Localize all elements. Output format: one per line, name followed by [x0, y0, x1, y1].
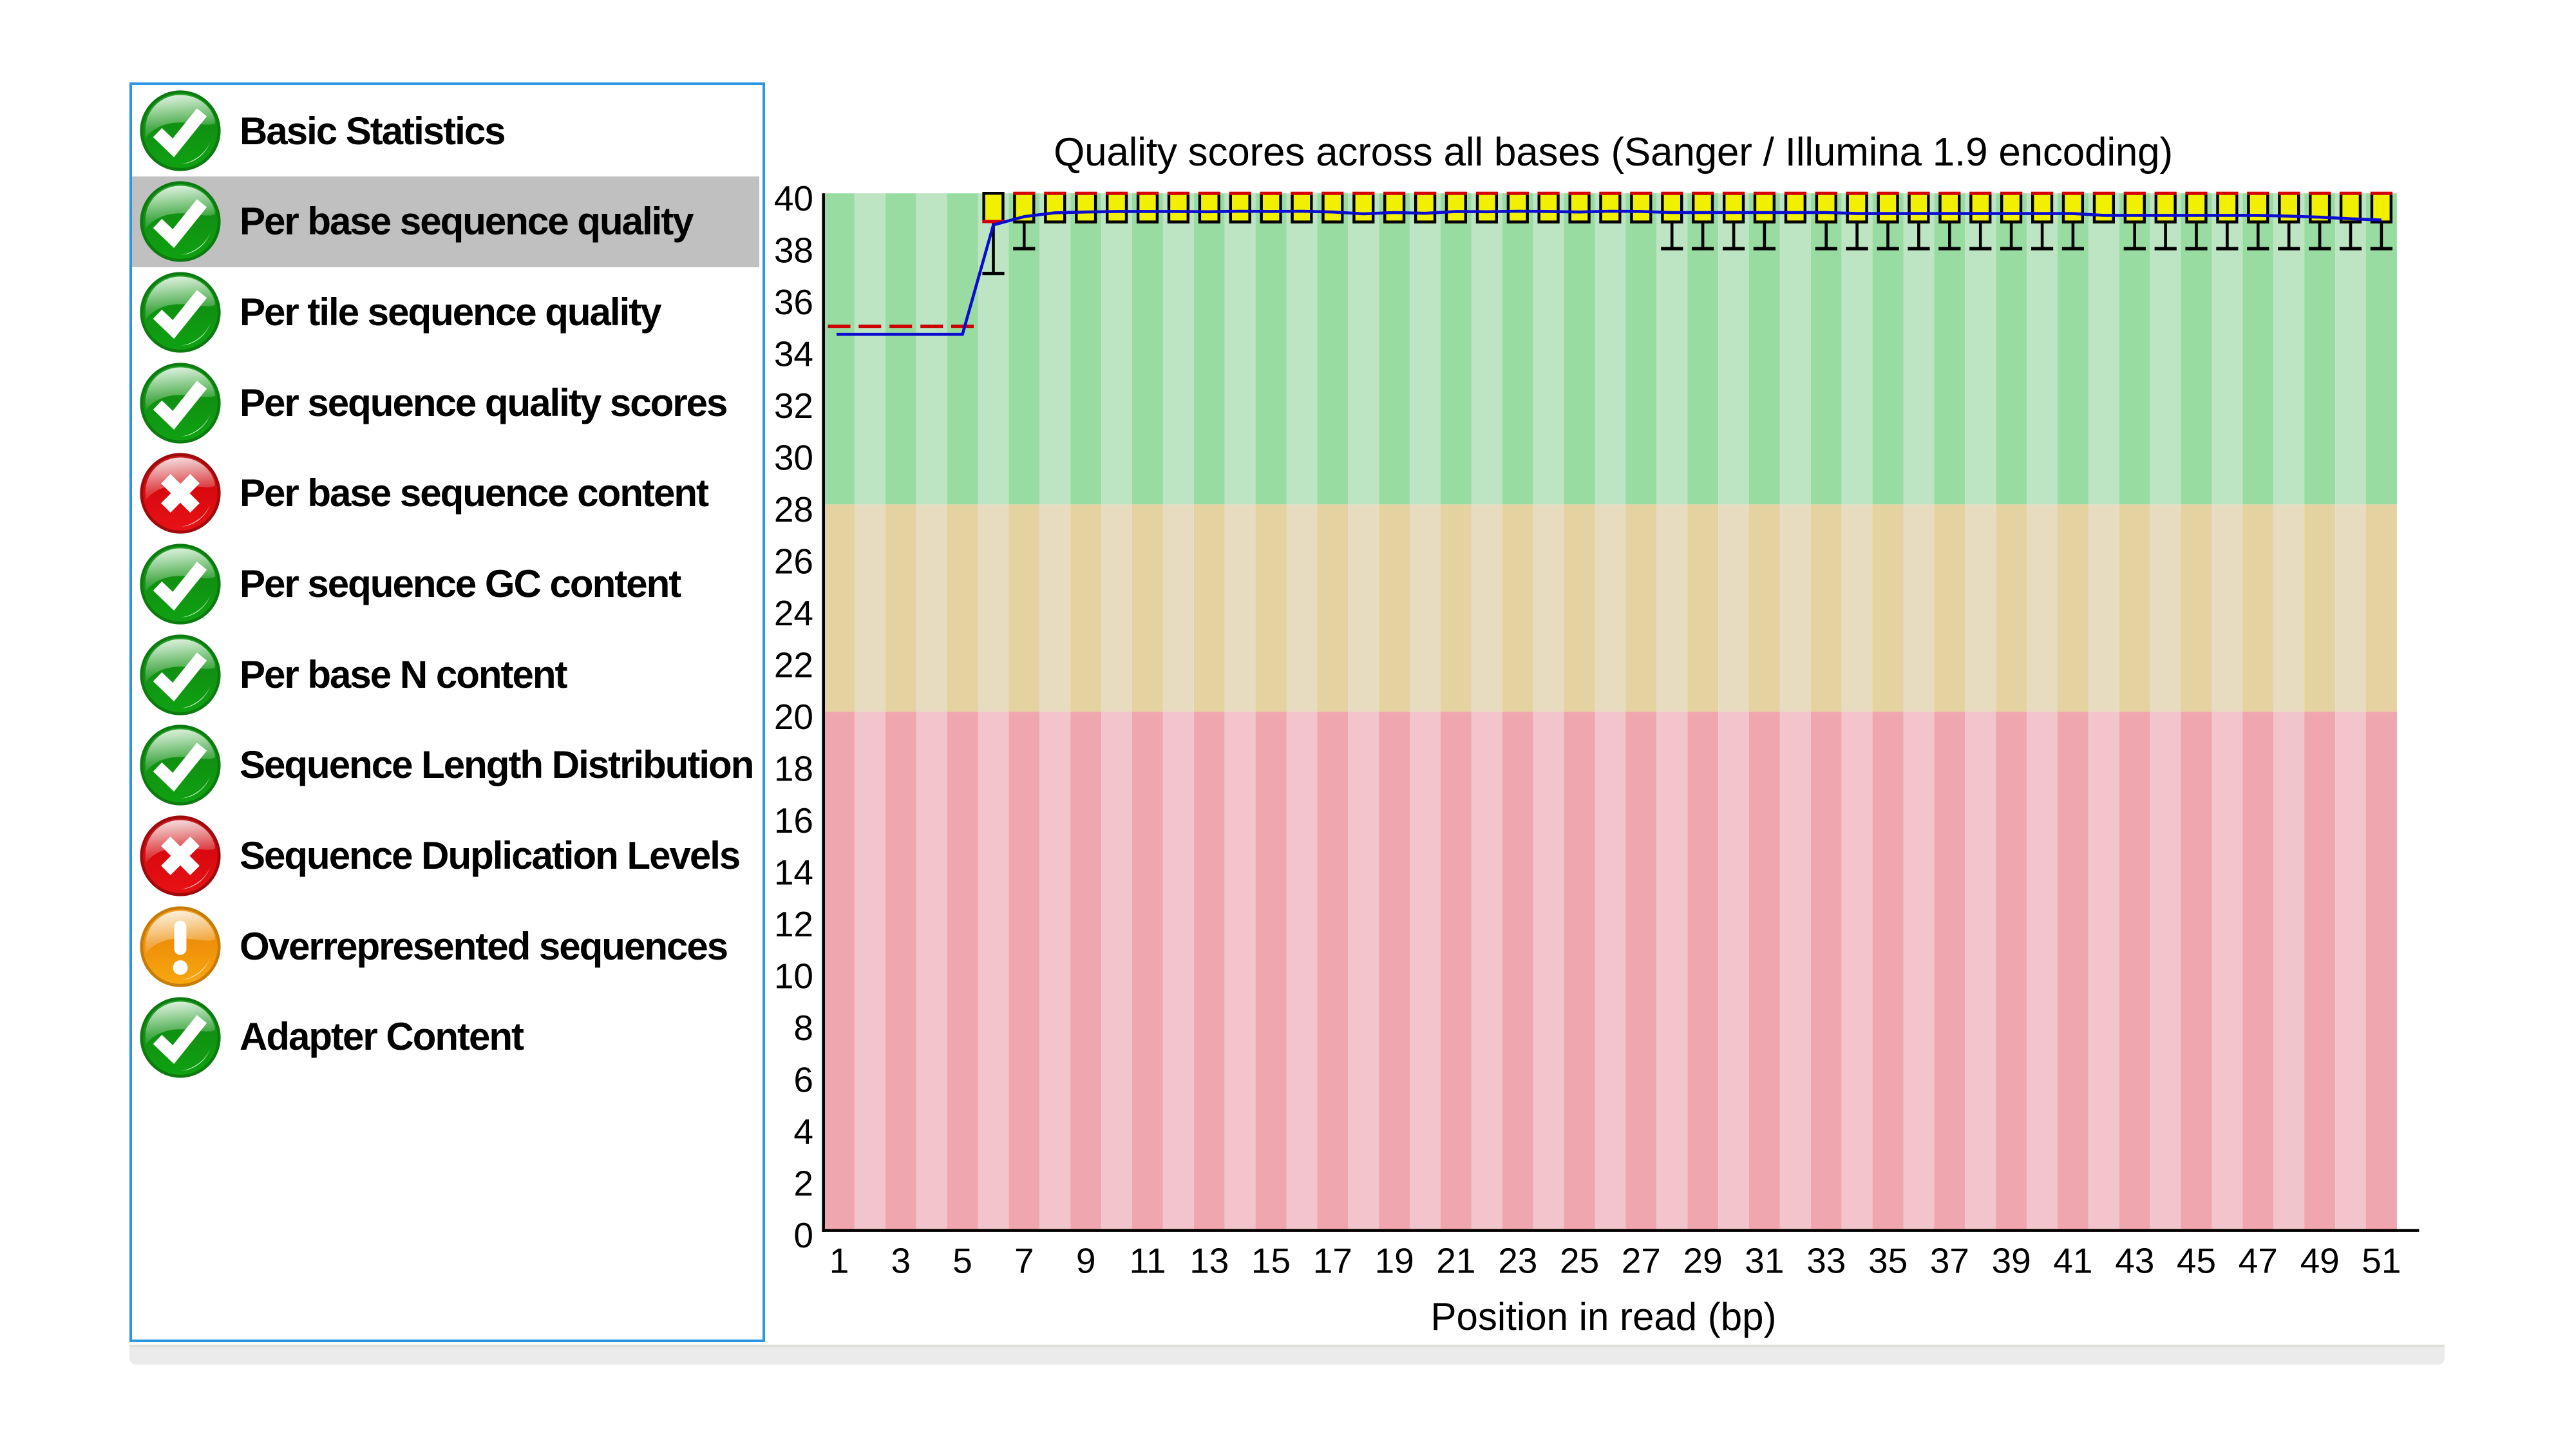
- svg-text:11: 11: [1129, 1241, 1166, 1281]
- svg-text:34: 34: [774, 334, 813, 374]
- svg-text:2: 2: [793, 1164, 813, 1204]
- svg-text:32: 32: [774, 386, 813, 426]
- svg-text:6: 6: [793, 1060, 813, 1100]
- svg-text:28: 28: [774, 489, 813, 529]
- svg-text:14: 14: [774, 853, 813, 893]
- svg-text:4: 4: [793, 1112, 813, 1151]
- svg-text:51: 51: [2362, 1241, 2401, 1281]
- svg-text:19: 19: [1375, 1241, 1414, 1281]
- svg-text:0: 0: [793, 1215, 813, 1255]
- svg-text:7: 7: [1014, 1241, 1034, 1281]
- svg-text:13: 13: [1189, 1241, 1229, 1281]
- svg-text:33: 33: [1806, 1241, 1846, 1281]
- svg-text:21: 21: [1436, 1241, 1475, 1281]
- svg-text:47: 47: [2239, 1241, 2278, 1281]
- svg-text:36: 36: [774, 282, 813, 322]
- svg-text:Quality scores across all base: Quality scores across all bases (Sanger …: [1054, 130, 2173, 175]
- svg-text:31: 31: [1745, 1241, 1784, 1281]
- svg-text:16: 16: [774, 800, 813, 840]
- svg-text:12: 12: [774, 904, 813, 944]
- svg-text:Position in read (bp): Position in read (bp): [1431, 1295, 1777, 1338]
- svg-text:35: 35: [1868, 1241, 1908, 1281]
- svg-text:41: 41: [2053, 1241, 2092, 1281]
- svg-text:22: 22: [774, 645, 813, 685]
- svg-text:49: 49: [2300, 1241, 2340, 1281]
- svg-text:23: 23: [1498, 1241, 1537, 1281]
- svg-text:18: 18: [774, 749, 813, 789]
- svg-text:38: 38: [774, 230, 813, 270]
- svg-text:39: 39: [1992, 1241, 2031, 1281]
- svg-text:27: 27: [1622, 1241, 1661, 1281]
- svg-text:1: 1: [829, 1241, 849, 1281]
- svg-text:40: 40: [774, 178, 813, 218]
- svg-text:30: 30: [774, 437, 813, 477]
- svg-text:37: 37: [1930, 1241, 1969, 1281]
- svg-text:25: 25: [1560, 1241, 1599, 1281]
- svg-text:8: 8: [793, 1008, 813, 1048]
- svg-text:43: 43: [2115, 1241, 2154, 1281]
- svg-text:17: 17: [1313, 1241, 1352, 1281]
- svg-text:3: 3: [891, 1241, 911, 1281]
- svg-text:10: 10: [774, 956, 813, 996]
- svg-text:26: 26: [774, 542, 813, 582]
- svg-text:9: 9: [1076, 1241, 1096, 1281]
- svg-text:20: 20: [774, 697, 813, 737]
- svg-text:24: 24: [774, 593, 813, 633]
- svg-text:45: 45: [2177, 1241, 2216, 1281]
- svg-text:29: 29: [1683, 1241, 1723, 1281]
- svg-text:5: 5: [952, 1241, 972, 1281]
- svg-text:15: 15: [1251, 1241, 1291, 1281]
